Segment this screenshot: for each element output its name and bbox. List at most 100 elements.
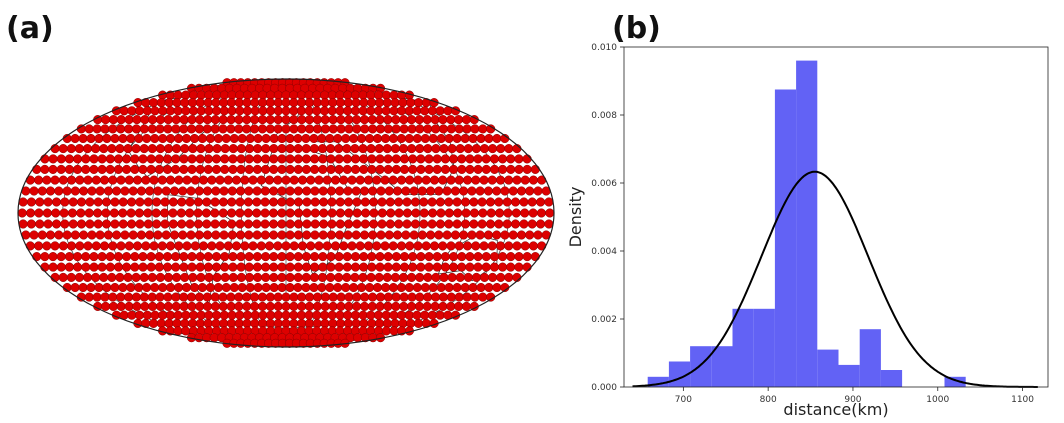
sample-point (197, 282, 207, 293)
sample-point (118, 133, 128, 144)
sample-point (326, 262, 336, 272)
sample-point (198, 175, 209, 185)
sample-point (157, 241, 167, 251)
sample-point (430, 301, 440, 311)
sample-points (17, 78, 555, 348)
sample-point (174, 282, 184, 293)
sample-point (134, 133, 144, 144)
sample-point (196, 90, 206, 100)
sample-point (242, 124, 252, 134)
sample-point (228, 164, 238, 174)
sample-point (210, 115, 220, 125)
sample-point (250, 98, 260, 108)
sample-point (359, 301, 370, 311)
sample-point (203, 262, 213, 272)
sample-point (398, 144, 409, 154)
sample-point (220, 164, 230, 174)
sample-point (367, 252, 377, 262)
sample-point (408, 252, 418, 262)
sample-point (318, 262, 328, 272)
sample-point (116, 124, 126, 134)
sample-point (235, 106, 245, 116)
sample-point (131, 144, 141, 154)
sample-point (54, 230, 64, 240)
sample-point (380, 133, 391, 144)
sample-point (310, 230, 320, 240)
sample-point (405, 241, 415, 251)
sample-point (256, 175, 266, 185)
sample-point (498, 252, 508, 262)
sample-point (498, 262, 508, 272)
sample-point (462, 175, 473, 185)
sample-point (185, 219, 195, 229)
sample-point (383, 262, 393, 272)
sample-point (297, 115, 307, 125)
sample-point (514, 252, 524, 262)
sample-point (220, 144, 230, 154)
sample-point (196, 272, 206, 282)
sample-point (163, 301, 173, 311)
sample-point (265, 292, 275, 302)
sample-point (108, 115, 118, 125)
sample-point (428, 208, 438, 218)
x-tick-label: 1000 (926, 395, 949, 405)
sample-point (326, 154, 336, 164)
sample-point (235, 310, 245, 320)
sample-point (399, 252, 410, 262)
sample-point (277, 219, 287, 229)
sample-point (285, 197, 295, 207)
sample-point (181, 90, 191, 100)
sample-point (399, 115, 409, 125)
sample-point (502, 219, 512, 229)
sample-point (132, 175, 143, 185)
sample-point (128, 230, 138, 240)
mollweide-map (17, 78, 555, 348)
sample-point (123, 144, 133, 154)
sample-point (131, 124, 141, 134)
sample-point (375, 252, 385, 262)
sample-point (78, 282, 88, 293)
sample-point (265, 301, 275, 311)
sample-point (32, 164, 42, 174)
sample-point (414, 115, 424, 125)
sample-point (56, 262, 66, 272)
sample-point (285, 208, 295, 218)
sample-point (533, 230, 543, 240)
sample-point (179, 115, 189, 125)
sample-point (344, 292, 354, 302)
sample-point (394, 219, 404, 229)
sample-point (34, 208, 44, 218)
sample-point (26, 208, 36, 218)
sample-point (235, 197, 245, 207)
sample-point (64, 252, 74, 262)
sample-point (228, 144, 238, 154)
sample-point (260, 208, 270, 218)
sample-point (335, 197, 345, 207)
sample-point (412, 106, 422, 116)
sample-point (84, 124, 94, 134)
sample-point (460, 133, 470, 144)
sample-point (269, 154, 279, 164)
sample-point (210, 292, 220, 302)
sample-point (29, 186, 39, 196)
sample-point (312, 124, 323, 134)
sample-point (494, 219, 504, 229)
sample-point (228, 272, 238, 282)
sample-point (460, 197, 471, 207)
sample-point (344, 219, 354, 229)
sample-point (301, 164, 311, 174)
sample-point (359, 164, 369, 174)
sample-point (390, 272, 400, 282)
sample-point (100, 292, 110, 302)
sample-point (215, 241, 225, 251)
sample-point (391, 292, 401, 302)
sample-point (375, 301, 385, 311)
sample-point (173, 106, 183, 116)
sample-point (376, 230, 386, 240)
sample-point (139, 292, 149, 302)
sample-point (285, 262, 295, 272)
sample-point (188, 144, 198, 154)
sample-point (343, 106, 353, 116)
sample-point (475, 230, 485, 240)
sample-point (349, 282, 359, 293)
